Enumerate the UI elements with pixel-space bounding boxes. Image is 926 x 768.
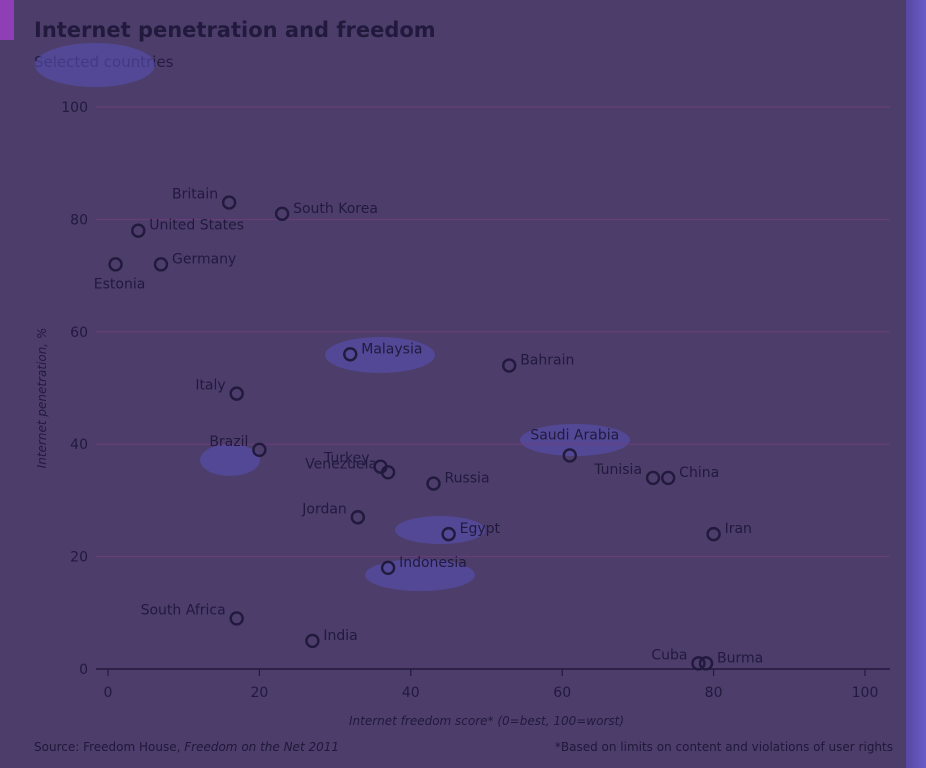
glow-blob <box>520 424 630 456</box>
x-tick-label: 40 <box>402 685 420 701</box>
glow-blob <box>35 43 155 87</box>
data-point <box>274 206 290 221</box>
data-point <box>562 448 577 463</box>
data-point <box>221 195 237 210</box>
x-tick-label: 80 <box>705 685 723 701</box>
point-label: Estonia <box>94 276 146 292</box>
x-tick-label: 0 <box>104 685 113 701</box>
y-tick-label: 100 <box>61 100 88 116</box>
point-label: India <box>323 628 357 644</box>
y-tick-label: 60 <box>70 325 88 341</box>
data-point <box>229 386 244 401</box>
data-point <box>380 465 396 480</box>
point-label: Turkey <box>323 451 370 467</box>
point-label: Iran <box>725 521 752 537</box>
y-tick-label: 40 <box>70 437 88 453</box>
y-tick-label: 0 <box>79 662 88 678</box>
data-point <box>131 223 146 238</box>
data-point <box>350 510 366 525</box>
glow-blob <box>200 444 260 476</box>
point-label: Cuba <box>651 647 687 663</box>
data-point <box>645 470 661 486</box>
data-point <box>698 656 714 671</box>
glow-blob <box>395 516 485 544</box>
glow-blob <box>325 337 435 373</box>
point-label: United States <box>149 218 244 234</box>
point-label: South Korea <box>293 201 378 217</box>
data-point <box>252 442 267 458</box>
data-point <box>305 633 320 649</box>
point-label: Russia <box>445 471 490 487</box>
point-label: Venezuela <box>305 456 377 472</box>
source-prefix: Source: Freedom House, <box>34 740 181 754</box>
point-label: Indonesia <box>399 555 467 571</box>
data-point <box>691 656 706 671</box>
footnote: *Based on limits on content and violatio… <box>554 740 893 754</box>
source-title: Freedom on the Net 2011 <box>184 740 340 754</box>
x-tick-label: 100 <box>852 685 879 701</box>
right-edge-bar <box>906 0 926 768</box>
point-label: Burma <box>717 650 763 666</box>
data-point <box>153 257 169 272</box>
point-label: Malaysia <box>361 341 422 357</box>
data-point <box>441 526 456 542</box>
data-point <box>660 470 676 486</box>
source-note: Source: Freedom House, Freedom on the Ne… <box>34 740 339 754</box>
point-label: Italy <box>195 378 225 394</box>
y-tick-label: 20 <box>70 550 88 566</box>
point-label: South Africa <box>141 602 226 618</box>
point-label: Egypt <box>460 521 501 537</box>
data-point <box>706 526 721 542</box>
chart-panel <box>0 0 906 768</box>
point-label: Brazil <box>209 434 248 450</box>
brand-tag <box>0 0 14 40</box>
x-tick-label: 20 <box>250 685 268 701</box>
point-label: Germany <box>172 251 236 267</box>
glow-blob <box>365 559 475 591</box>
data-point <box>426 476 441 491</box>
x-tick-label: 60 <box>553 685 571 701</box>
x-axis-title: Internet freedom score* (0=best, 100=wor… <box>349 714 624 728</box>
point-label: Tunisia <box>593 462 642 478</box>
point-label: Britain <box>172 187 218 203</box>
data-point <box>108 257 123 272</box>
data-point <box>229 611 244 626</box>
point-label: China <box>679 465 719 481</box>
data-point <box>502 358 517 373</box>
y-tick-label: 80 <box>70 212 88 228</box>
point-label: Saudi Arabia <box>530 427 619 443</box>
data-point <box>343 347 358 362</box>
data-point <box>380 560 396 576</box>
point-label: Bahrain <box>520 353 574 369</box>
chart-title: Internet penetration and freedom <box>34 18 436 42</box>
point-label: Jordan <box>301 501 347 517</box>
y-axis-title: Internet penetration, % <box>35 328 49 469</box>
